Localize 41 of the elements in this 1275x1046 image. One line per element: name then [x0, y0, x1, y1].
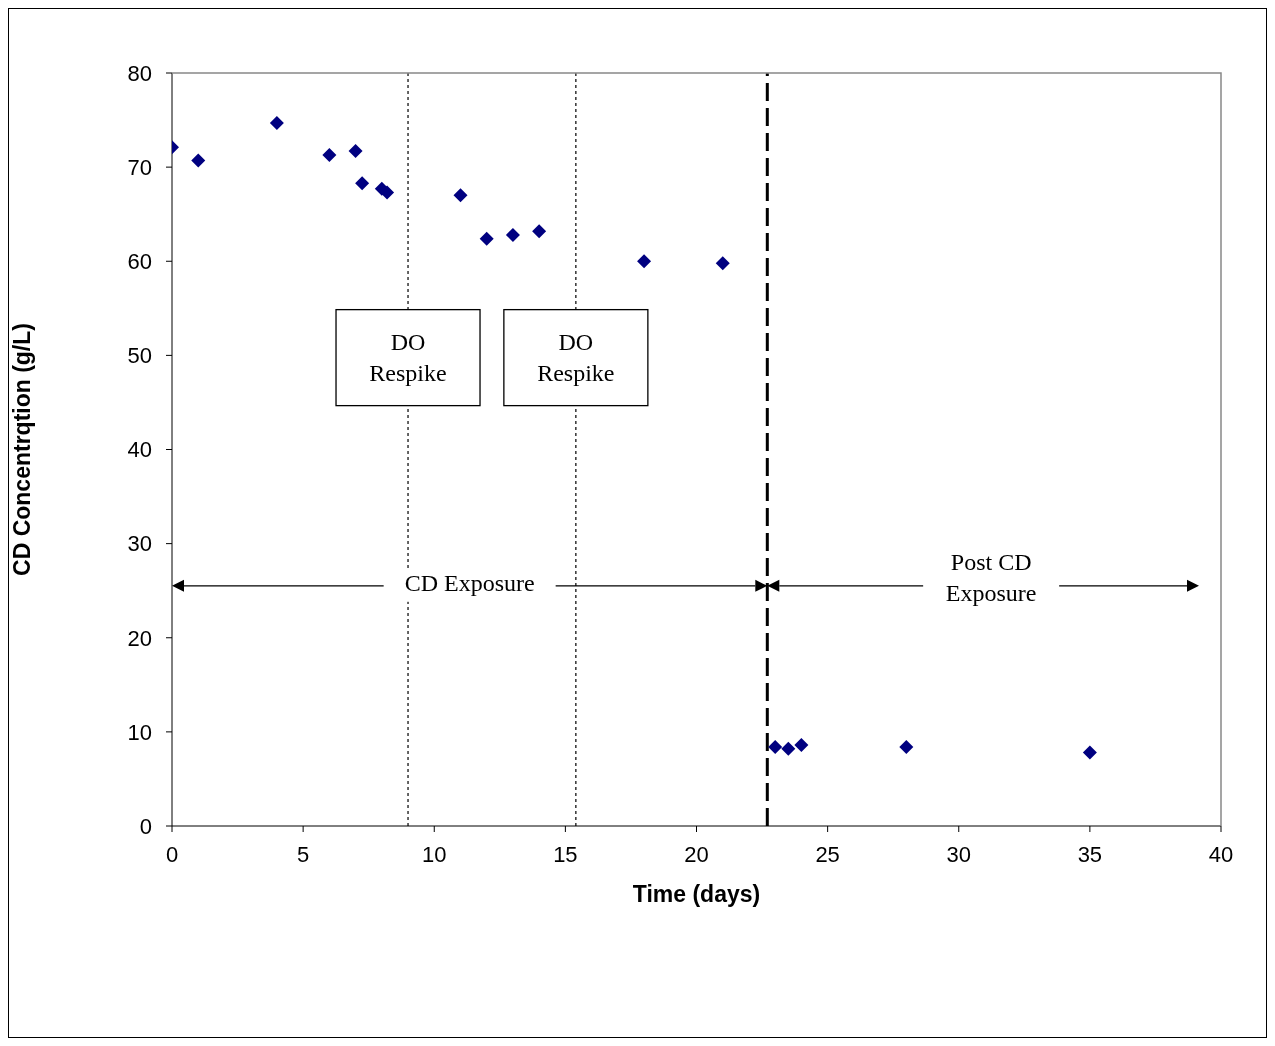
y-tick-label: 40 [127, 437, 152, 463]
y-tick-label: 30 [127, 531, 152, 557]
point [191, 153, 206, 168]
point [899, 739, 914, 754]
y-tick-label: 50 [127, 343, 152, 369]
x-axis-title: Time (days) [632, 881, 761, 907]
x-tick-label: 40 [1208, 841, 1234, 867]
y-tick-label: 10 [127, 719, 152, 745]
x-tick-label: 25 [815, 841, 840, 867]
y-tick-label: 70 [127, 154, 152, 180]
y-tick-label: 20 [127, 625, 152, 651]
point [348, 144, 363, 159]
x-tick-label: 10 [422, 841, 447, 867]
y-tick-label: 60 [127, 249, 152, 275]
annotation: Post CD Exposure [945, 548, 1037, 606]
x-tick-label: 35 [1077, 841, 1103, 867]
point [637, 254, 652, 269]
x-tick-label: 0 [165, 841, 179, 867]
annotation: CD Exposure [404, 570, 535, 597]
ref-line-label: DO Respike [537, 329, 615, 387]
point [715, 256, 730, 271]
point [453, 188, 468, 203]
ref-line-label: DO Respike [369, 329, 447, 387]
point [768, 739, 783, 754]
point [269, 115, 284, 130]
x-tick-label: 20 [684, 841, 709, 867]
y-tick-label: 0 [139, 813, 152, 839]
point [355, 176, 370, 191]
y-tick-label: 80 [127, 60, 152, 86]
x-tick-label: 5 [297, 841, 310, 867]
point [532, 224, 547, 239]
point [380, 185, 395, 200]
point [794, 738, 809, 753]
x-tick-label: 30 [946, 841, 971, 867]
point [322, 147, 337, 162]
y-axis-title: CD Concentrqtion (g/L) [9, 323, 36, 576]
point [781, 741, 796, 756]
point [1082, 745, 1097, 760]
x-tick-label: 15 [553, 841, 578, 867]
point [505, 227, 520, 242]
point [479, 231, 494, 246]
